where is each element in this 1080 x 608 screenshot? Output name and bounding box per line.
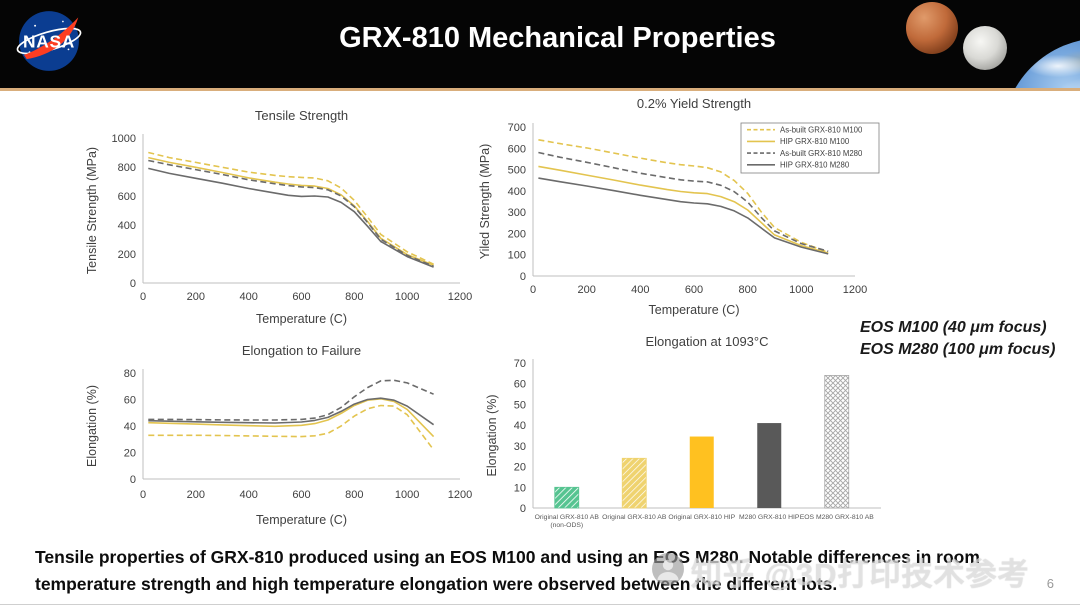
svg-text:400: 400 (239, 489, 257, 501)
svg-text:60: 60 (514, 379, 526, 391)
svg-text:0: 0 (140, 291, 146, 303)
svg-text:400: 400 (508, 186, 526, 198)
svg-text:10: 10 (514, 482, 526, 494)
svg-text:700: 700 (508, 122, 526, 134)
earth-icon (1002, 38, 1080, 88)
svg-text:40: 40 (124, 421, 136, 433)
slide-title: GRX-810 Mechanical Properties (339, 22, 776, 54)
chart-yield-strength: 0 100 200 300 400 500 600 700 0.2% Yield Strengt… (465, 92, 895, 339)
svg-text:Original GRX-810 HIP: Original GRX-810 HIP (668, 514, 735, 521)
svg-text:0: 0 (520, 271, 526, 283)
svg-text:1200: 1200 (448, 291, 472, 303)
svg-text:Original GRX-810 AB: Original GRX-810 AB (602, 514, 667, 521)
svg-text:As-built GRX-810 M100: As-built GRX-810 M100 (780, 126, 863, 135)
page-number: 6 (1046, 576, 1054, 591)
header: NASA GRX-810 Mechanical Properties (0, 0, 1080, 91)
svg-text:1000: 1000 (112, 133, 136, 145)
eos-note-line2: EOS M280 (100 μm focus) (860, 341, 1056, 358)
svg-text:HIP GRX-810 M100: HIP GRX-810 M100 (780, 137, 850, 146)
svg-text:Temperature (C): Temperature (C) (649, 303, 740, 317)
svg-text:70: 70 (514, 358, 526, 370)
svg-text:200: 200 (187, 489, 205, 501)
caption: Tensile properties of GRX-810 produced u… (35, 547, 980, 594)
svg-text:Elongation to Failure: Elongation to Failure (242, 343, 361, 358)
svg-text:600: 600 (118, 191, 136, 203)
svg-text:1200: 1200 (843, 284, 867, 296)
svg-text:200: 200 (187, 291, 205, 303)
nasa-logo-icon: NASA (14, 9, 84, 73)
svg-text:Elongation (%): Elongation (%) (85, 385, 99, 467)
svg-text:300: 300 (508, 207, 526, 219)
svg-text:0: 0 (520, 503, 526, 515)
svg-text:Elongation at 1093°C: Elongation at 1093°C (645, 334, 768, 349)
svg-text:1000: 1000 (395, 291, 419, 303)
svg-text:20: 20 (124, 448, 136, 460)
svg-text:Temperature (C): Temperature (C) (256, 513, 347, 527)
svg-text:HIP GRX-810 M280: HIP GRX-810 M280 (780, 161, 850, 170)
svg-text:60: 60 (124, 395, 136, 407)
svg-text:800: 800 (345, 489, 363, 501)
chart-elongation-at-1093c: 0 10 20 30 40 50 60 70 Elongation at 1093°C Elong… (478, 333, 898, 543)
svg-text:200: 200 (508, 228, 526, 240)
eos-note: EOS M100 (40 μm focus) EOS M280 (100 μm … (860, 317, 1056, 361)
svg-text:400: 400 (118, 220, 136, 232)
svg-text:200: 200 (577, 284, 595, 296)
svg-text:Yiled Strength (MPa): Yiled Strength (MPa) (478, 144, 492, 260)
svg-text:0: 0 (140, 489, 146, 501)
bottom-divider (0, 604, 1080, 605)
nasa-logo-text: NASA (23, 31, 75, 51)
svg-text:400: 400 (239, 291, 257, 303)
svg-text:30: 30 (514, 441, 526, 453)
svg-text:20: 20 (514, 462, 526, 474)
svg-text:EOS M280 GRX-810 AB: EOS M280 GRX-810 AB (800, 514, 875, 521)
svg-text:1000: 1000 (395, 489, 419, 501)
svg-text:0: 0 (130, 278, 136, 290)
svg-text:600: 600 (292, 489, 310, 501)
svg-text:As-built GRX-810 M280: As-built GRX-810 M280 (780, 149, 863, 158)
svg-text:80: 80 (124, 368, 136, 380)
svg-text:40: 40 (514, 420, 526, 432)
svg-text:0: 0 (130, 474, 136, 486)
svg-text:Tensile Strength (MPa): Tensile Strength (MPa) (85, 147, 99, 274)
svg-text:0.2% Yield Strength: 0.2% Yield Strength (637, 96, 751, 111)
svg-text:400: 400 (631, 284, 649, 296)
eos-note-line1: EOS M100 (40 μm focus) (860, 319, 1047, 336)
svg-text:Temperature (C): Temperature (C) (256, 312, 347, 326)
svg-text:Tensile Strength: Tensile Strength (255, 108, 348, 123)
svg-text:100: 100 (508, 250, 526, 262)
mars-icon (906, 2, 958, 54)
svg-text:0: 0 (530, 284, 536, 296)
svg-text:800: 800 (118, 162, 136, 174)
svg-text:600: 600 (292, 291, 310, 303)
svg-text:Original GRX-810 AB(non-ODS): Original GRX-810 AB (non-ODS) (535, 514, 600, 529)
svg-text:1200: 1200 (448, 489, 472, 501)
chart-elongation-to-failure: 0 20 40 60 80 Elongation to Failure Elongation… (60, 338, 480, 550)
moon-icon (963, 26, 1007, 70)
svg-text:800: 800 (738, 284, 756, 296)
svg-text:1000: 1000 (789, 284, 813, 296)
svg-text:600: 600 (508, 143, 526, 155)
svg-text:800: 800 (345, 291, 363, 303)
svg-text:200: 200 (118, 249, 136, 261)
svg-text:600: 600 (685, 284, 703, 296)
svg-text:M280 GRX-810 HIP: M280 GRX-810 HIP (739, 514, 800, 521)
chart-tensile-strength: 0 200 400 600 800 1000 Tensile Strength Tensile… (60, 98, 480, 345)
svg-text:500: 500 (508, 165, 526, 177)
svg-text:Elongation (%): Elongation (%) (485, 395, 499, 477)
svg-text:50: 50 (514, 399, 526, 411)
